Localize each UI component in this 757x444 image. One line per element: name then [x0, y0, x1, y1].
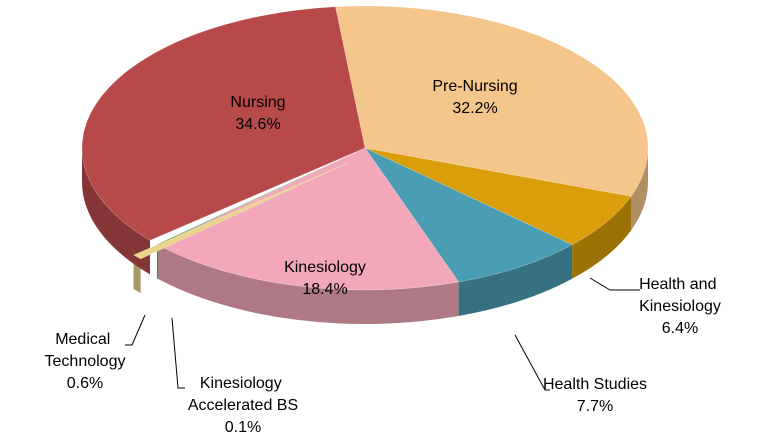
value-label: 6.4%	[662, 320, 698, 337]
labels: Pre-Nursing 32.2% Health and Kinesiology 6.…	[45, 78, 721, 436]
slice-side	[157, 244, 159, 279]
slice-label: Medical Technology	[45, 331, 126, 370]
slice	[81, 6, 366, 241]
slice	[335, 5, 649, 197]
slice	[157, 147, 460, 291]
slice-label: Nursing	[230, 94, 285, 111]
slice-label: Pre-Nursing	[432, 78, 517, 95]
slice-side	[572, 196, 632, 279]
leader-line	[171, 317, 185, 389]
value-label: 7.7%	[577, 398, 613, 415]
slice	[364, 147, 632, 246]
slice-label: Health Studies	[543, 376, 647, 393]
slice-label: Health and Kinesiology	[639, 276, 721, 315]
slice-side	[158, 244, 459, 325]
slice-side	[82, 148, 150, 275]
slice-label: Kinesiology	[284, 259, 366, 276]
leader-line	[125, 314, 146, 346]
slice	[364, 147, 573, 283]
pie-tops	[81, 5, 649, 291]
label-line: Health Studies	[543, 376, 647, 393]
pie-sides	[82, 148, 648, 325]
slice-side	[458, 244, 573, 317]
label-line: Kinesiology	[639, 298, 721, 315]
value-label: 32.2%	[452, 100, 497, 117]
leader-line	[589, 277, 640, 291]
label-line: Medical	[55, 331, 115, 348]
slice-label: Kinesiology Accelerated BS	[188, 375, 298, 414]
slice	[133, 162, 349, 260]
label-line: Technology	[45, 353, 126, 370]
label-line: Nursing	[230, 94, 285, 111]
value-label: 34.6%	[235, 116, 280, 133]
label-line: Accelerated BS	[188, 397, 298, 414]
value-label: 18.4%	[302, 281, 347, 298]
slice-side	[631, 148, 648, 231]
label-line: Kinesiology	[200, 375, 286, 392]
value-label: 0.1%	[225, 419, 261, 436]
leader-line	[514, 334, 550, 391]
label-line: Kinesiology	[284, 259, 366, 276]
label-line: Health and	[639, 276, 721, 293]
label-line: Pre-Nursing	[432, 78, 517, 95]
value-label: 0.6%	[67, 375, 103, 392]
